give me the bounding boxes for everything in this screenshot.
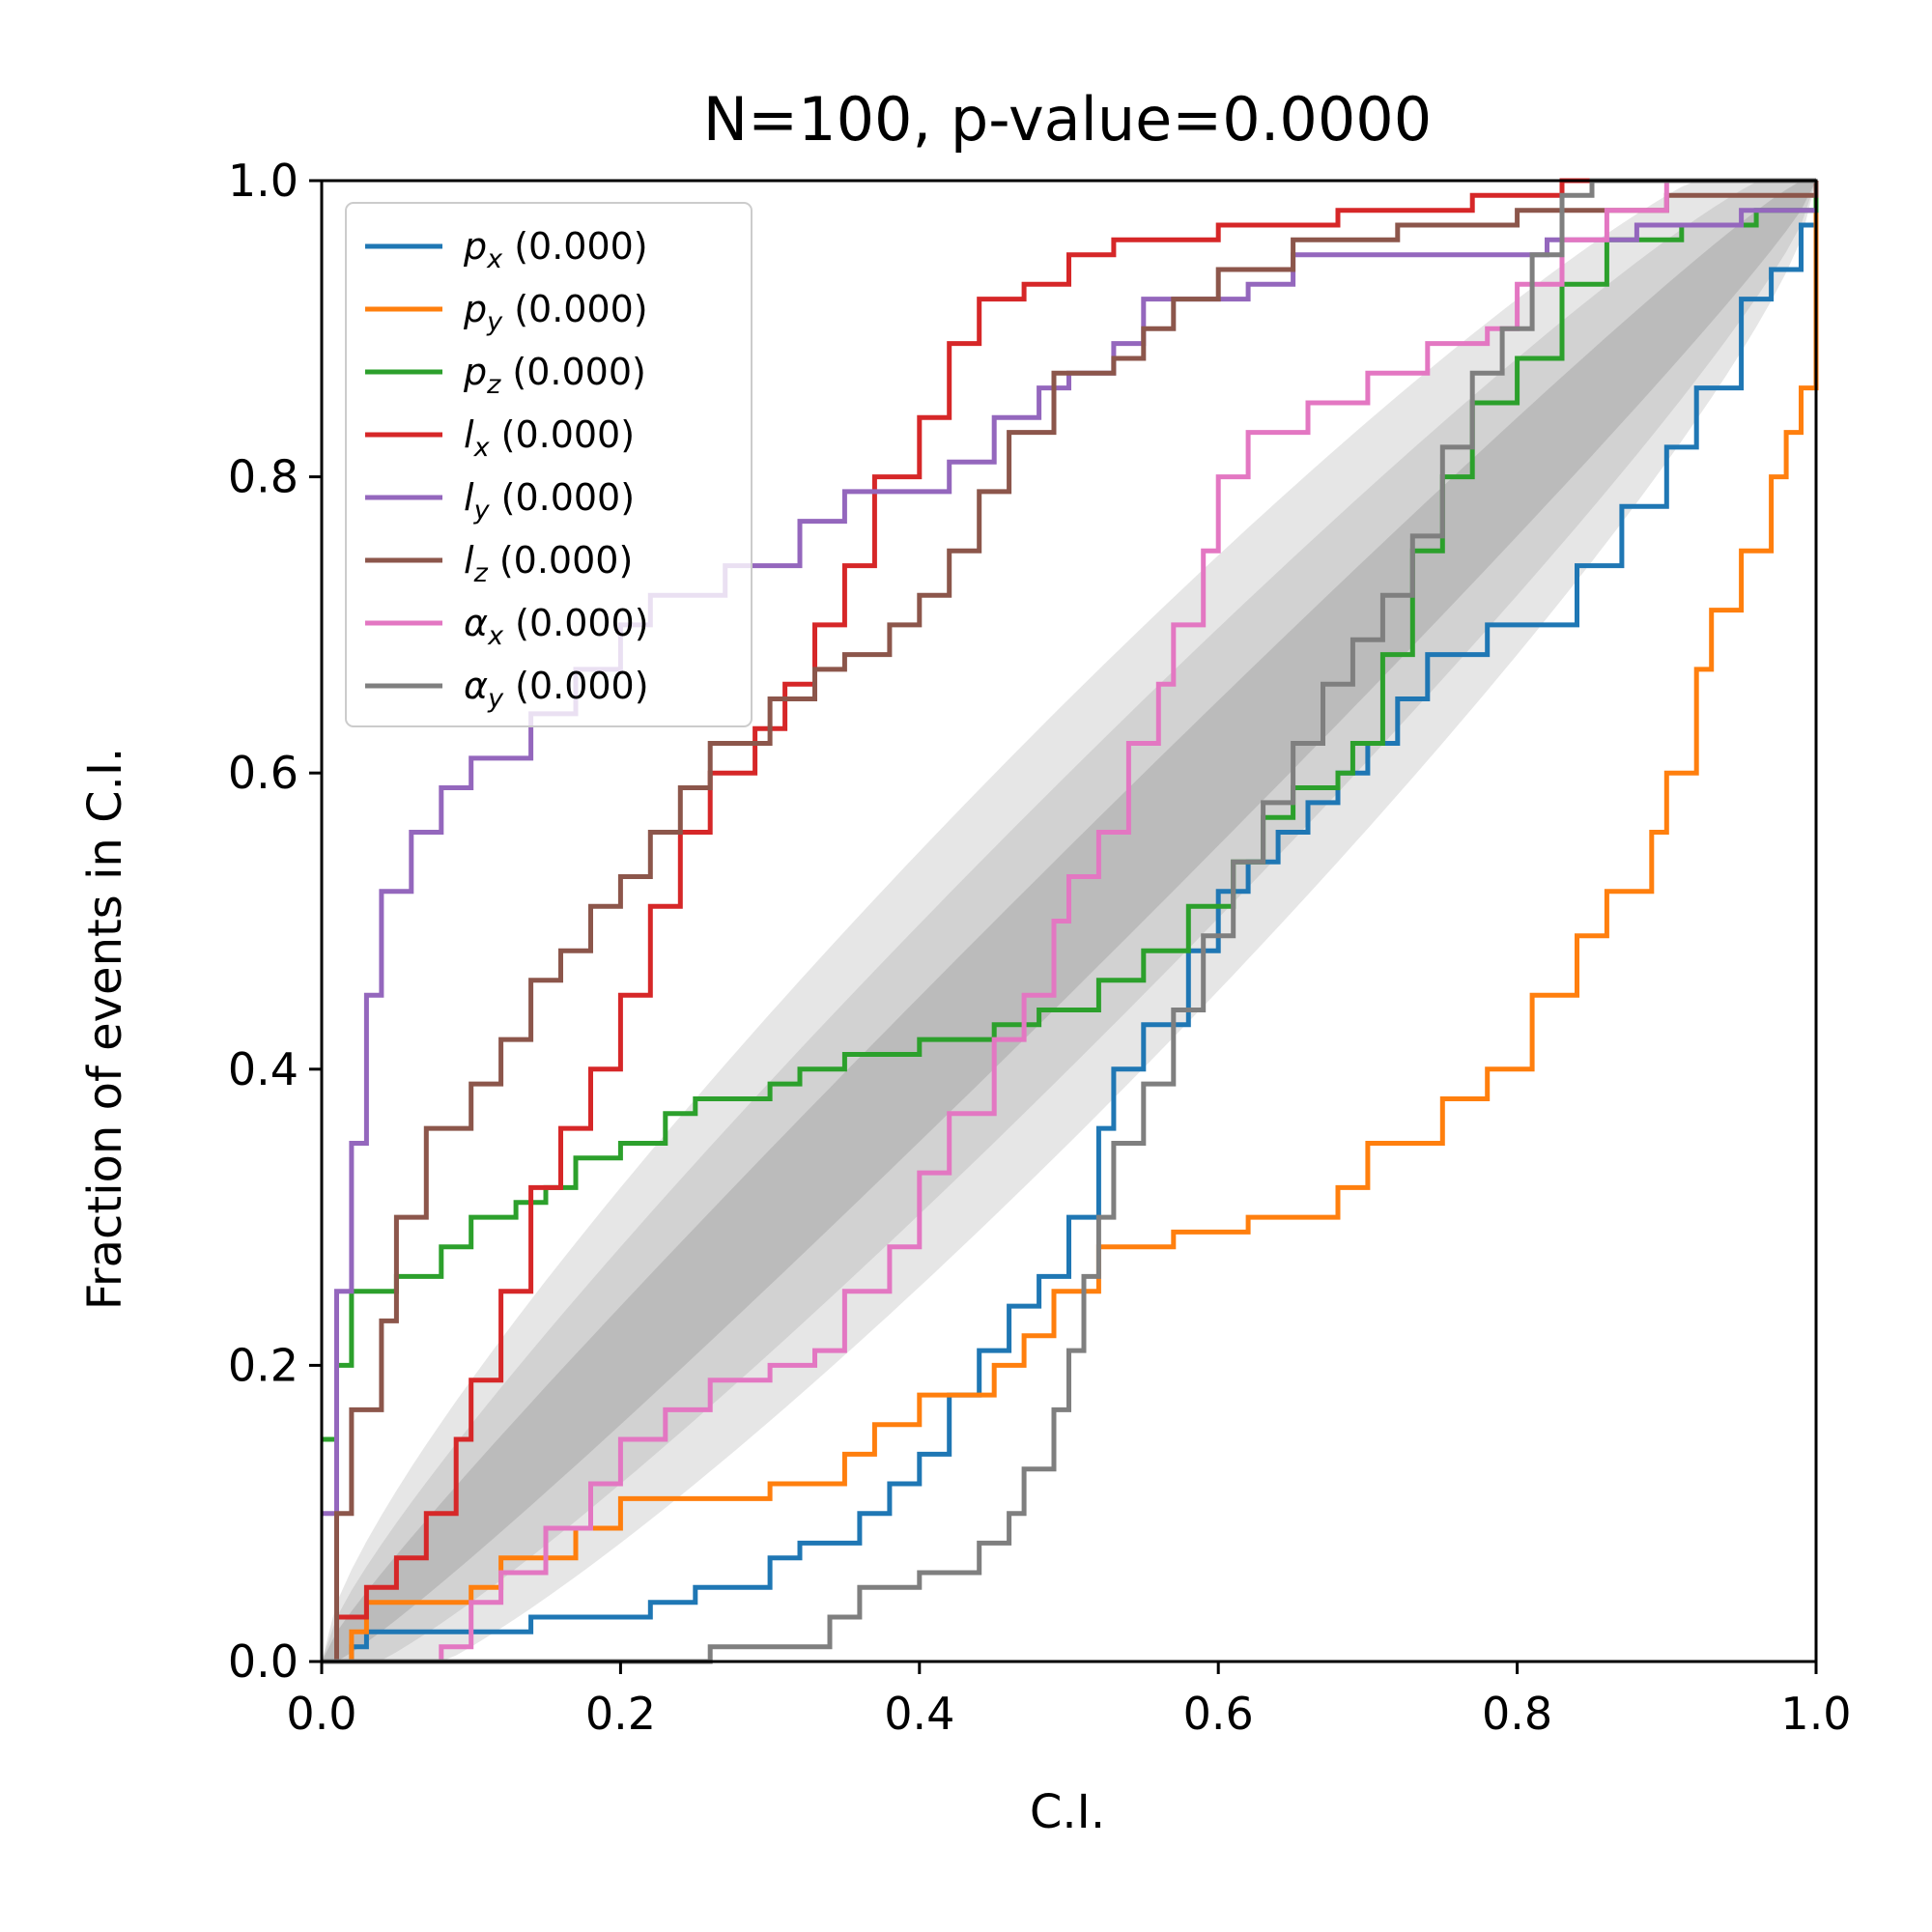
- y-axis-ticks: 0.0 0.2 0.4 0.6 0.8 1.0: [228, 155, 322, 1688]
- legend-label: pz (0.000): [463, 351, 646, 400]
- series-line-α-y: [322, 178, 1816, 1664]
- series-line-p-x: [322, 181, 1819, 1664]
- series-lines: [322, 178, 1819, 1664]
- x-tick-label: 0.0: [286, 1688, 356, 1740]
- series-line-α-x: [322, 178, 1816, 1664]
- legend-label: αy (0.000): [464, 665, 649, 714]
- series-line-l-z: [322, 181, 1819, 1664]
- x-axis-ticks: 0.0 0.2 0.4 0.6 0.8 1.0: [286, 1662, 1852, 1740]
- x-tick-label: 0.8: [1482, 1688, 1552, 1740]
- legend-label: ly (0.000): [464, 476, 635, 526]
- chart-title: N=100, p-value=0.0000: [703, 84, 1432, 155]
- legend-label: αx (0.000): [464, 602, 649, 651]
- legend-label: py (0.000): [463, 288, 648, 337]
- plot-frame: [320, 179, 1818, 1663]
- legend-label: px (0.000): [463, 225, 648, 274]
- x-tick-label: 0.4: [884, 1688, 954, 1740]
- x-tick-label: 0.2: [585, 1688, 656, 1740]
- x-tick-label: 0.6: [1183, 1688, 1254, 1740]
- series-line-l-x: [322, 178, 1816, 1664]
- y-tick-label: 0.8: [228, 451, 298, 503]
- y-tick-label: 1.0: [228, 155, 298, 207]
- legend-label: lx (0.000): [464, 413, 635, 463]
- x-axis-label: C.I.: [1030, 1785, 1105, 1839]
- legend-label: lz (0.000): [464, 539, 633, 588]
- series-line-p-z: [322, 181, 1819, 1442]
- legend: px (0.000) py (0.000) pz (0.000) lx (0.000)…: [345, 202, 753, 727]
- x-tick-label: 1.0: [1780, 1688, 1851, 1740]
- y-tick-label: 0.4: [228, 1043, 298, 1095]
- series-line-p-y: [322, 181, 1819, 1664]
- y-tick-label: 0.0: [228, 1635, 298, 1688]
- series-line-l-y: [322, 208, 1816, 1517]
- y-tick-label: 0.6: [228, 747, 298, 799]
- y-tick-label: 0.2: [228, 1339, 298, 1391]
- y-axis-label: Fraction of events in C.I.: [78, 748, 132, 1311]
- legend-box: [345, 202, 753, 727]
